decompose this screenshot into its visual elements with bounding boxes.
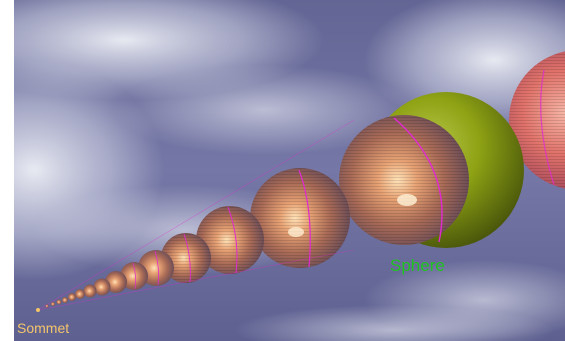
sphere-label: Sphere bbox=[390, 256, 445, 275]
sphere-chain bbox=[37, 115, 469, 311]
sommet-label: Sommet bbox=[17, 320, 70, 336]
copper-sphere bbox=[339, 115, 469, 245]
copper-sphere bbox=[56, 299, 62, 305]
copper-sphere bbox=[250, 168, 350, 268]
copper-sphere bbox=[62, 297, 68, 303]
copper-sphere bbox=[120, 262, 148, 290]
copper-sphere bbox=[51, 302, 55, 306]
copper-sphere bbox=[196, 206, 264, 274]
copper-sphere bbox=[105, 271, 127, 293]
copper-sphere bbox=[83, 284, 97, 298]
copper-sphere bbox=[75, 289, 85, 299]
copper-sphere bbox=[93, 278, 111, 296]
apex-point bbox=[36, 308, 40, 312]
copper-sphere bbox=[45, 304, 49, 308]
copper-sphere bbox=[68, 293, 76, 301]
sphere-chain-render bbox=[14, 0, 565, 341]
cloud bbox=[234, 305, 554, 341]
cloud bbox=[114, 65, 414, 155]
pink-sphere bbox=[509, 51, 565, 189]
rendered-scene: Sphere Sommet bbox=[14, 0, 565, 341]
